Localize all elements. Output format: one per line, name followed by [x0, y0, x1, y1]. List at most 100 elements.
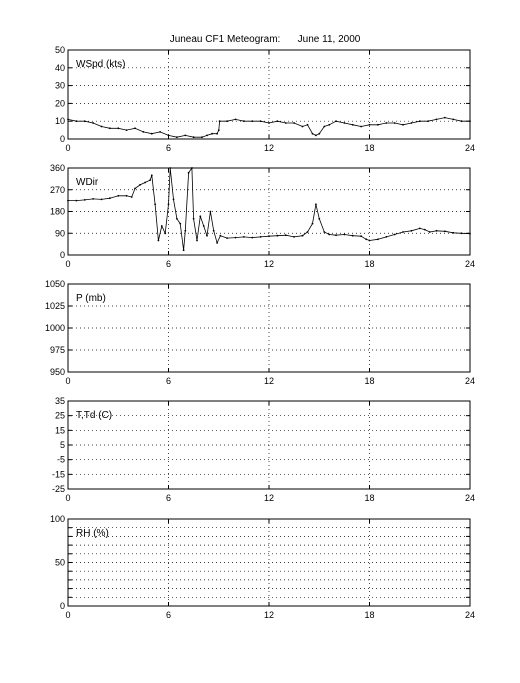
x-tick-label: 0: [65, 143, 70, 153]
x-tick-label: 6: [166, 259, 171, 269]
data-point: [323, 231, 326, 233]
data-point: [402, 123, 404, 126]
data-point: [150, 174, 153, 177]
y-tick-label: 15: [55, 425, 65, 435]
y-tick-label: 0: [60, 134, 65, 144]
data-point: [444, 116, 446, 119]
data-point: [311, 132, 314, 135]
data-point: [144, 181, 147, 184]
data-point: [134, 187, 136, 190]
data-point: [444, 230, 446, 233]
data-point: [216, 242, 219, 244]
data-point: [218, 120, 221, 123]
panel-label: P (mb): [76, 293, 106, 304]
data-point: [335, 234, 337, 237]
data-point: [284, 234, 287, 237]
data-point: [377, 123, 379, 126]
data-point: [284, 122, 287, 124]
data-point: [306, 123, 309, 126]
data-point: [157, 239, 160, 242]
data-point: [125, 129, 128, 132]
y-tick-label: 0: [60, 250, 65, 260]
data-point: [351, 234, 354, 237]
data-point: [176, 217, 178, 220]
data-point: [385, 236, 388, 238]
data-point: [167, 134, 170, 137]
x-tick-label: 18: [364, 493, 374, 503]
data-point: [117, 127, 120, 130]
data-point: [418, 120, 421, 123]
panel-5: 0 50 100 0 6 12 18 24 RH (%): [50, 514, 475, 620]
data-point: [368, 239, 371, 242]
x-tick-label: 18: [364, 143, 374, 153]
data-point: [234, 118, 237, 121]
data-point: [311, 222, 314, 225]
data-point: [92, 198, 94, 200]
data-point: [259, 120, 262, 123]
y-tick-label: 40: [55, 63, 65, 73]
x-tick-label: 6: [166, 610, 171, 620]
data-point: [243, 120, 245, 123]
y-tick-label: 30: [55, 81, 65, 91]
x-tick-label: 6: [166, 493, 171, 503]
x-tick-label: 6: [166, 376, 171, 386]
data-point: [209, 210, 212, 213]
data-point: [164, 232, 167, 235]
data-point: [323, 125, 326, 128]
data-point: [184, 229, 187, 232]
panel-2: 0 90 180 270 360 0 6 12 18 24 WDir: [50, 163, 475, 269]
panel-3: 950 975 1000 1025 1050 0 6 12 18 24 P (mb): [45, 279, 475, 386]
data-point: [318, 132, 321, 135]
panel-4: -25 -15 -5 5 15 25 35 0 6 12 18 24 T,Td (C): [52, 396, 475, 503]
y-tick-label: 975: [50, 345, 65, 355]
data-point: [410, 122, 413, 124]
data-point: [469, 120, 471, 123]
data-point: [259, 236, 262, 238]
panel-label: WSpd (kts): [76, 59, 125, 70]
data-point: [160, 225, 163, 227]
x-tick-label: 6: [166, 143, 171, 153]
data-point: [187, 171, 190, 174]
data-point: [343, 233, 346, 236]
data-point: [318, 217, 321, 220]
y-tick-label: 25: [55, 411, 65, 421]
data-point: [176, 136, 178, 139]
data-point: [452, 231, 455, 234]
y-tick-label: 180: [50, 207, 65, 217]
data-point: [206, 134, 208, 137]
x-tick-label: 24: [465, 143, 475, 153]
data-point: [117, 194, 120, 197]
data-point: [130, 196, 133, 198]
data-point: [428, 231, 431, 233]
data-point: [192, 217, 195, 220]
data-point: [179, 222, 182, 225]
x-tick-label: 18: [364, 376, 374, 386]
data-point: [360, 235, 362, 238]
data-point: [219, 234, 222, 237]
data-point: [343, 122, 346, 124]
data-point: [196, 239, 198, 242]
data-point: [154, 203, 157, 206]
x-tick-label: 12: [264, 493, 274, 503]
data-point: [192, 136, 195, 139]
x-tick-label: 0: [65, 376, 70, 386]
data-point: [393, 122, 396, 124]
data-point: [67, 199, 69, 202]
data-point: [159, 131, 162, 133]
data-point: [368, 123, 371, 126]
data-point: [452, 118, 455, 121]
data-point: [100, 125, 103, 128]
panel-1: 0 10 20 30 40 50 0 6 12 18 24 WSpd (kts): [55, 45, 475, 153]
data-point: [460, 232, 463, 235]
data-point: [276, 120, 279, 123]
data-point: [169, 167, 172, 169]
y-tick-label: -25: [52, 484, 65, 494]
data-point: [75, 199, 78, 202]
data-point: [402, 231, 404, 233]
data-point: [206, 234, 208, 237]
y-tick-label: 50: [55, 45, 65, 55]
data-point: [149, 179, 152, 182]
data-point: [293, 236, 295, 238]
x-tick-label: 24: [465, 610, 475, 620]
x-tick-label: 24: [465, 376, 475, 386]
